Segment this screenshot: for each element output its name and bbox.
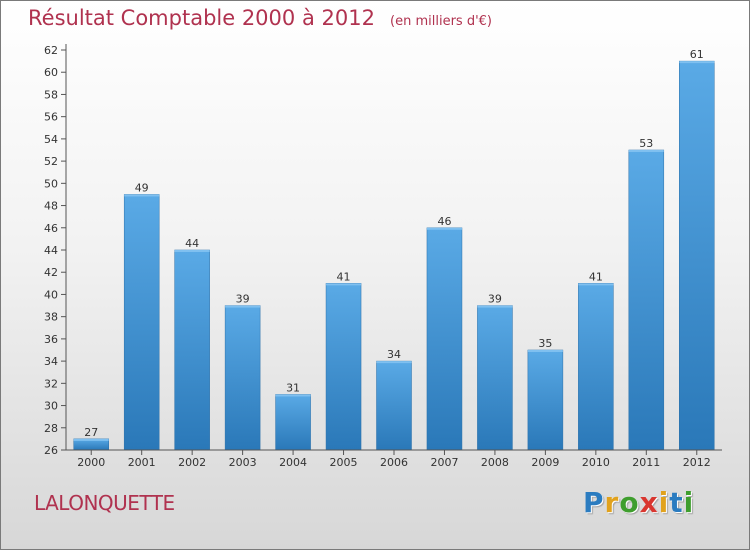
logo-letter: i: [658, 486, 670, 519]
y-tick-label: 38: [44, 311, 58, 324]
x-tick-label-2004: 2004: [279, 456, 307, 469]
bar-2002: [174, 249, 210, 451]
data-label-2012: 61: [690, 48, 704, 61]
bar-highlight: [124, 194, 160, 197]
bar-2011: [628, 149, 665, 451]
logo-letter: x: [639, 486, 659, 519]
x-tick-label-2010: 2010: [582, 456, 610, 469]
logo-letter: i: [683, 486, 695, 519]
data-label-2003: 39: [236, 293, 250, 306]
bar-highlight: [174, 250, 210, 252]
x-tick-label-2011: 2011: [632, 456, 660, 469]
bar-2008: [477, 305, 513, 451]
y-tick-label: 48: [44, 200, 58, 213]
x-tick-label-2009: 2009: [531, 456, 559, 469]
y-axis: 26 28 30 32 34 36 38 40 42 44 46 48 50 52 54 56 58 60 62: [44, 44, 67, 457]
x-tick-label-2005: 2005: [330, 456, 358, 469]
x-tick-label-2007: 2007: [430, 456, 458, 469]
bar-2010: [578, 283, 614, 451]
logo-letter: P: [583, 486, 605, 519]
bar-highlight: [679, 61, 715, 64]
bar-highlight: [376, 361, 412, 364]
bar-2006: [376, 360, 412, 451]
bar-2004: [275, 394, 311, 451]
bar-2001: [123, 194, 160, 451]
y-tick-label: 28: [44, 422, 58, 435]
x-tick-label-2008: 2008: [481, 456, 509, 469]
chart-subtitle: (en milliers d'€): [390, 14, 492, 29]
y-tick-label: 50: [44, 177, 58, 190]
bar-highlight: [326, 283, 362, 286]
bar-highlight: [477, 305, 513, 308]
y-tick-label: 26: [44, 444, 58, 457]
data-label-2007: 46: [437, 215, 451, 228]
y-tick-label: 40: [44, 288, 58, 301]
bar-highlight: [426, 227, 462, 230]
y-tick-label: 44: [44, 244, 58, 257]
bar-highlight: [527, 350, 563, 352]
y-tick-label: 30: [44, 400, 58, 413]
logo-letter: o: [619, 486, 640, 519]
bar-highlight: [225, 305, 261, 308]
data-label-2001: 49: [135, 181, 149, 194]
data-label-2002: 44: [185, 237, 199, 250]
x-tick-label-2012: 2012: [683, 456, 711, 469]
data-label-2000: 27: [84, 426, 98, 439]
bar-highlight: [73, 438, 109, 441]
bars: 27 49 44 39 31 41 34 46 39 35 41 53 61: [73, 48, 715, 451]
title-row: Résultat Comptable 2000 à 2012 (en milli…: [28, 6, 492, 30]
x-tick-label-2001: 2001: [128, 456, 156, 469]
bar-highlight: [275, 394, 311, 397]
x-tick-label-2003: 2003: [229, 456, 257, 469]
data-label-2004: 31: [286, 381, 300, 394]
x-axis: 2000 2001 2002 2003 2004 2005 2006 2007 2008 2009…: [66, 449, 722, 469]
y-tick-label: 54: [44, 133, 58, 146]
x-tick-label-2000: 2000: [77, 456, 105, 469]
data-label-2005: 41: [337, 270, 351, 283]
y-tick-label: 36: [44, 333, 58, 346]
data-label-2011: 53: [639, 137, 653, 150]
y-tick-label: 42: [44, 266, 58, 279]
data-label-2009: 35: [538, 337, 552, 350]
bar-2012: [679, 60, 715, 451]
y-tick-label: 46: [44, 222, 58, 235]
bar-highlight: [628, 150, 664, 152]
y-tick-label: 52: [44, 155, 58, 168]
town-name: LALONQUETTE: [34, 491, 175, 515]
y-tick-label: 34: [44, 355, 58, 368]
proxiti-logo: Proxiti: [583, 486, 694, 519]
chart-title: Résultat Comptable 2000 à 2012: [28, 6, 375, 30]
x-tick-label-2006: 2006: [380, 456, 408, 469]
y-tick-label: 62: [44, 44, 58, 57]
bar-2003: [224, 305, 261, 451]
y-tick-label: 58: [44, 88, 58, 101]
y-tick-label: 60: [44, 66, 58, 79]
bar-2005: [325, 283, 362, 451]
bar-highlight: [578, 283, 614, 286]
data-label-2010: 41: [589, 270, 603, 283]
data-label-2008: 39: [488, 293, 502, 306]
logo-letter: t: [669, 486, 684, 519]
y-tick-label: 32: [44, 377, 58, 390]
bar-2009: [527, 349, 564, 451]
x-tick-label-2002: 2002: [178, 456, 206, 469]
bar-2007: [426, 227, 463, 451]
y-tick-label: 56: [44, 111, 58, 124]
data-label-2006: 34: [387, 348, 401, 361]
logo-letter: r: [604, 486, 620, 519]
